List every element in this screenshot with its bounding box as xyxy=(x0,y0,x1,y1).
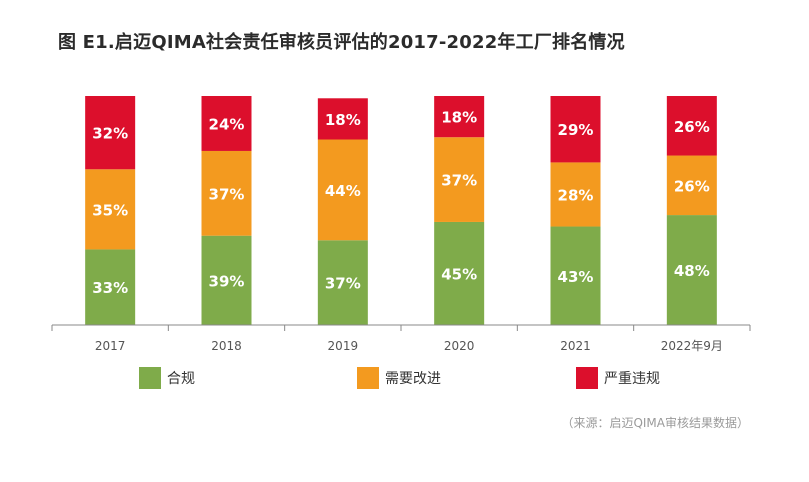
legend-label-needs-improvement: 需要改进 xyxy=(385,371,441,387)
data-label-needs_improvement-3: 37% xyxy=(441,172,477,190)
legend-label-compliant: 合规 xyxy=(167,371,195,387)
bar-segment-compliant-0 xyxy=(85,249,136,325)
chart-title: 图 E1.启迈QIMA社会责任审核员评估的2017-2022年工厂排名情况 xyxy=(58,32,625,53)
x-tick-label: 2017 xyxy=(95,339,126,353)
x-tick-label: 2022年9月 xyxy=(661,339,723,353)
bar-segment-compliant-5 xyxy=(666,215,717,325)
x-tick-label: 2021 xyxy=(560,339,591,353)
data-label-serious_violation-5: 26% xyxy=(674,118,710,136)
bar-segment-compliant-1 xyxy=(201,235,252,325)
data-label-compliant-0: 33% xyxy=(92,279,128,297)
bar-segment-needs_improvement-4 xyxy=(550,162,601,227)
x-tick-label: 2019 xyxy=(328,339,359,353)
data-label-serious_violation-0: 32% xyxy=(92,125,128,143)
bar-segment-serious_violation-4 xyxy=(550,96,601,163)
data-label-serious_violation-4: 29% xyxy=(558,121,594,139)
legend-swatch-needs-improvement xyxy=(357,367,379,389)
stacked-bar-chart: 33% 35% 32% 2017 39% 37% 24% 2018 37% 44% 18% 2019 4… xyxy=(51,96,751,353)
legend-item-serious-violation: 严重违规 xyxy=(576,367,660,389)
legend-item-needs-improvement: 需要改进 xyxy=(357,367,441,389)
legend-swatch-compliant xyxy=(139,367,161,389)
bar-segment-serious_violation-2 xyxy=(317,98,368,140)
bar-segment-needs_improvement-1 xyxy=(201,150,252,236)
bar-segment-needs_improvement-3 xyxy=(434,137,485,222)
legend-item-compliant: 合规 xyxy=(139,367,195,389)
bar-segment-needs_improvement-2 xyxy=(317,139,368,241)
data-label-compliant-2: 37% xyxy=(325,275,361,293)
data-label-compliant-1: 39% xyxy=(209,272,245,290)
data-label-needs_improvement-1: 37% xyxy=(209,185,245,203)
x-tick-label: 2020 xyxy=(444,339,475,353)
data-label-serious_violation-3: 18% xyxy=(441,109,477,127)
bar-segment-needs_improvement-0 xyxy=(85,169,136,250)
data-label-needs_improvement-0: 35% xyxy=(92,201,128,219)
bar-segment-serious_violation-0 xyxy=(85,96,136,170)
data-label-serious_violation-1: 24% xyxy=(209,115,245,133)
data-label-needs_improvement-5: 26% xyxy=(674,177,710,195)
data-label-compliant-5: 48% xyxy=(674,262,710,280)
bar-segment-serious_violation-5 xyxy=(666,96,717,156)
bar-segment-compliant-4 xyxy=(550,226,601,325)
legend-label-serious-violation: 严重违规 xyxy=(604,371,660,387)
data-label-needs_improvement-2: 44% xyxy=(325,182,361,200)
data-label-serious_violation-2: 18% xyxy=(325,111,361,129)
bar-segment-serious_violation-3 xyxy=(434,96,485,138)
bar-segment-serious_violation-1 xyxy=(201,96,252,151)
data-label-compliant-3: 45% xyxy=(441,265,477,283)
bar-segment-needs_improvement-5 xyxy=(666,155,717,216)
data-label-needs_improvement-4: 28% xyxy=(558,186,594,204)
data-label-compliant-4: 43% xyxy=(558,268,594,286)
legend-swatch-serious-violation xyxy=(576,367,598,389)
source-note: （来源：启迈QIMA审核结果数据） xyxy=(561,416,749,430)
bar-segment-compliant-3 xyxy=(434,221,485,325)
x-tick-label: 2018 xyxy=(211,339,242,353)
bar-segment-compliant-2 xyxy=(317,240,368,325)
